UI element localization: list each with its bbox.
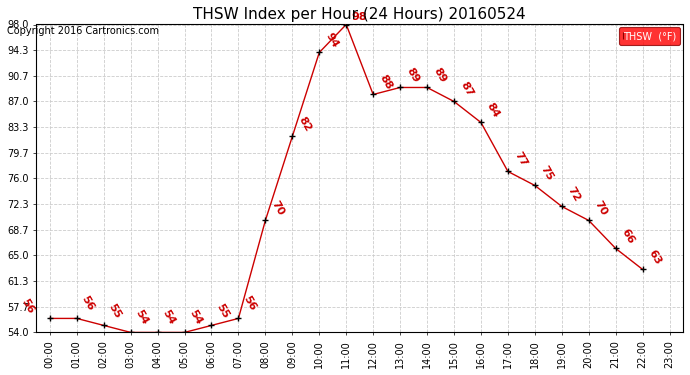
Title: THSW Index per Hour (24 Hours) 20160524: THSW Index per Hour (24 Hours) 20160524 [193, 7, 526, 22]
Text: 56: 56 [241, 294, 257, 313]
Text: 70: 70 [593, 200, 609, 217]
Text: 54: 54 [133, 309, 150, 327]
Legend: THSW  (°F): THSW (°F) [619, 27, 680, 45]
Text: 89: 89 [431, 66, 448, 85]
Text: Copyright 2016 Cartronics.com: Copyright 2016 Cartronics.com [7, 26, 159, 36]
Text: 54: 54 [187, 309, 204, 327]
Text: 94: 94 [324, 31, 340, 50]
Text: 89: 89 [404, 66, 421, 85]
Text: 56: 56 [79, 294, 96, 313]
Text: 66: 66 [620, 227, 636, 246]
Text: 56: 56 [19, 297, 36, 316]
Text: 63: 63 [647, 248, 663, 267]
Text: 87: 87 [458, 80, 475, 99]
Text: 82: 82 [297, 115, 313, 134]
Text: 55: 55 [106, 302, 123, 320]
Text: 77: 77 [512, 150, 529, 169]
Text: 84: 84 [485, 101, 502, 120]
Text: 75: 75 [539, 164, 555, 183]
Text: 72: 72 [566, 185, 582, 204]
Text: 55: 55 [215, 302, 230, 320]
Text: 88: 88 [377, 73, 394, 92]
Text: 70: 70 [270, 200, 286, 217]
Text: 54: 54 [160, 309, 177, 327]
Text: 98: 98 [352, 12, 367, 22]
